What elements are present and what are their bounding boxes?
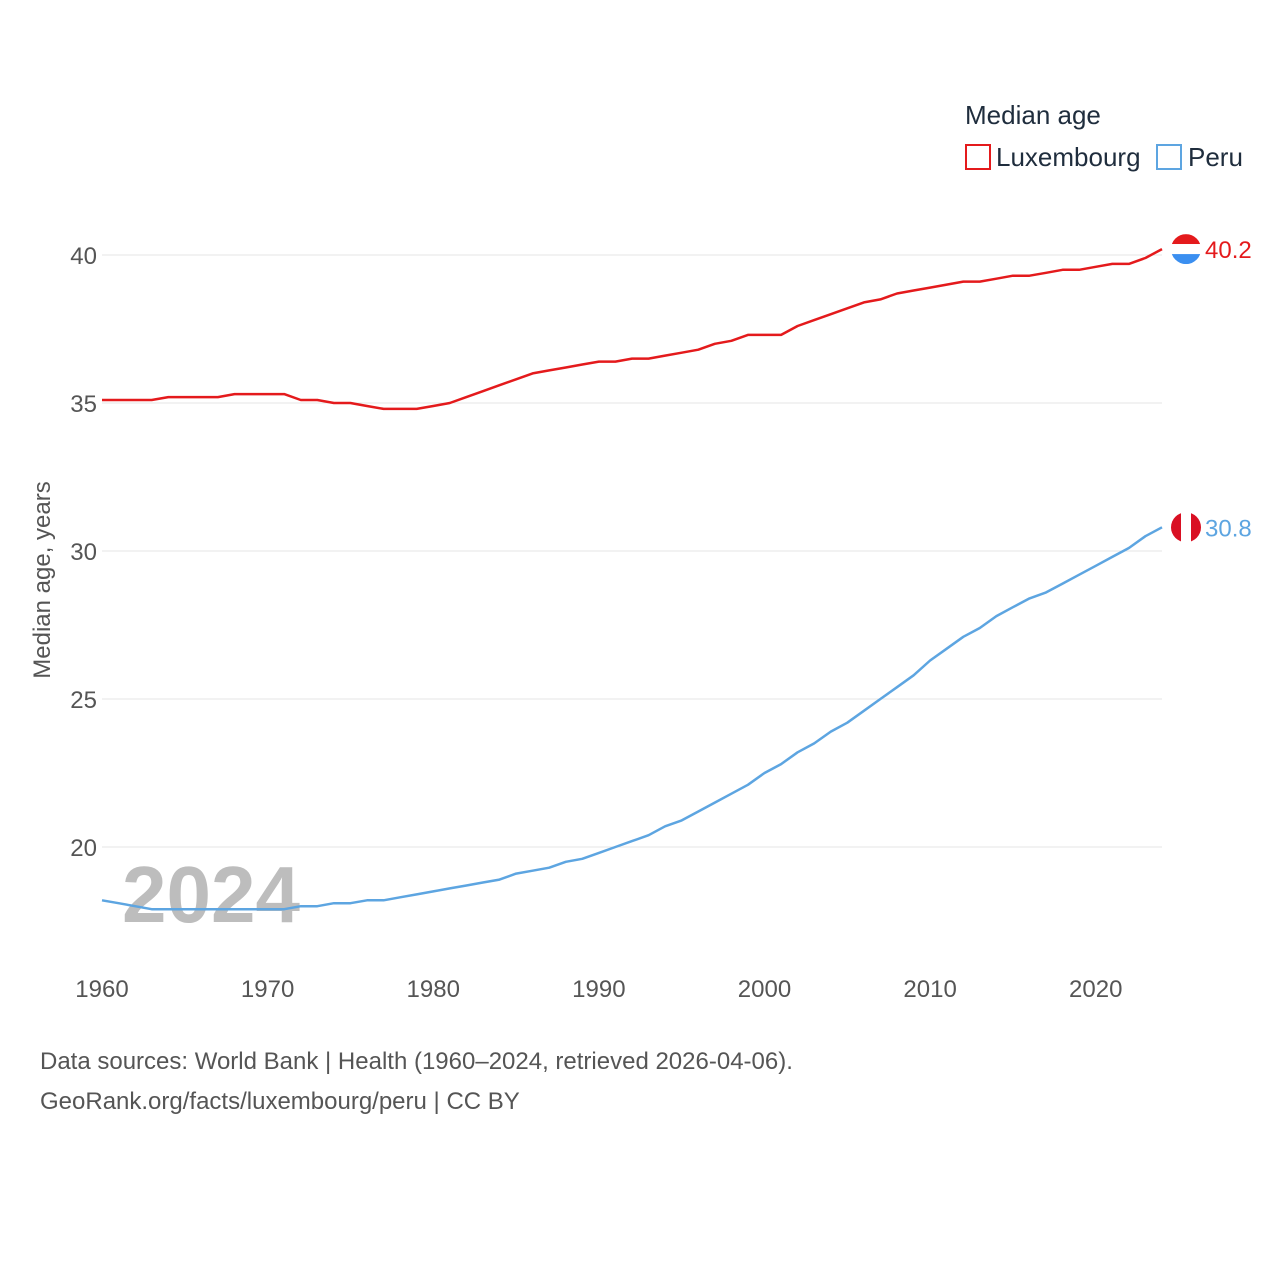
- legend-label-peru[interactable]: Peru: [1188, 142, 1243, 172]
- x-tick-label-1980: 1980: [407, 976, 460, 1003]
- end-value-label-luxembourg: 40.2: [1205, 237, 1252, 264]
- y-axis-label: Median age, years: [29, 481, 56, 678]
- legend-swatch-peru[interactable]: [1156, 144, 1182, 170]
- source-note: Data sources: World Bank | Health (1960–…: [40, 1042, 793, 1122]
- y-axis-ticks: 20 25 30 35 40: [70, 243, 97, 862]
- legend: Median age Luxembourg Peru: [965, 100, 1243, 172]
- x-tick-label-1970: 1970: [241, 976, 294, 1003]
- flag-icon-peru: [1171, 512, 1201, 543]
- flag-icon-luxembourg: [1171, 234, 1201, 265]
- gridlines: [102, 254, 1162, 848]
- x-tick-label-1990: 1990: [572, 976, 625, 1003]
- series-lines: [101, 247, 1163, 911]
- end-markers: 40.2 30.8: [1171, 234, 1252, 543]
- legend-title: Median age: [965, 100, 1101, 130]
- y-tick-label-35: 35: [70, 391, 97, 418]
- x-tick-label-2010: 2010: [903, 976, 956, 1003]
- y-tick-label-20: 20: [70, 835, 97, 862]
- series-line-peru[interactable]: [101, 526, 1163, 911]
- source-line-2[interactable]: GeoRank.org/facts/luxembourg/peru | CC B…: [40, 1088, 520, 1115]
- legend-swatch-luxembourg[interactable]: [965, 144, 991, 170]
- legend-label-luxembourg[interactable]: Luxembourg: [996, 142, 1141, 172]
- y-tick-label-30: 30: [70, 539, 97, 566]
- y-tick-label-40: 40: [70, 243, 97, 270]
- x-tick-label-1960: 1960: [75, 976, 128, 1003]
- current-year-label: 2024: [122, 850, 300, 939]
- series-line-luxembourg[interactable]: [102, 247, 1163, 411]
- x-axis-ticks: 1960 1970 1980 1990 2000 2010 2020: [75, 976, 1122, 1003]
- end-value-label-peru: 30.8: [1205, 515, 1252, 542]
- source-line-1: Data sources: World Bank | Health (1960–…: [40, 1048, 793, 1075]
- x-tick-label-2020: 2020: [1069, 976, 1122, 1003]
- y-tick-label-25: 25: [70, 687, 97, 714]
- x-tick-label-2000: 2000: [738, 976, 791, 1003]
